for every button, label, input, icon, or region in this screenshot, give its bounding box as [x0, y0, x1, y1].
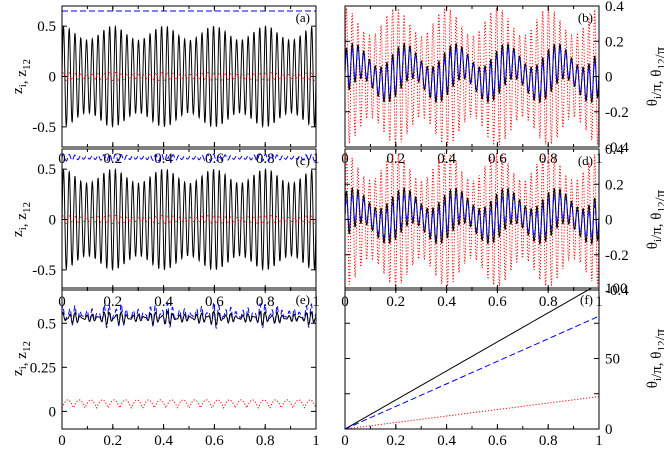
panel-f-series-black-solid [345, 288, 593, 429]
panel-a-xtick-label: 0.6 [205, 151, 224, 167]
panel-f-xtick-label: 0 [341, 433, 349, 449]
panel-a-label: (a) [296, 10, 310, 25]
panel-f-label: (f) [580, 292, 593, 307]
panel-a-xtick-label: 0.2 [103, 151, 122, 167]
panel-d-ytick-label: 0.4 [605, 142, 624, 158]
panel-f-plot-area [345, 288, 599, 429]
panel-b-xtick-label: 0.2 [386, 151, 405, 167]
panel-a: 0 0.2 0.4 0.6 0.8 1-0.500.5(a)zi, z12 [10, 5, 320, 167]
panel-d-ytick-label: -0.4 [605, 283, 629, 299]
panel-e-ylabel: zi, z12 [10, 341, 33, 376]
panel-b-ytick-label: 0.4 [605, 0, 624, 15]
panel-e-label: (e) [296, 292, 310, 307]
panel-d-plot-area [345, 151, 599, 288]
panel-f-xtick-label: 0.8 [539, 433, 558, 449]
panel-b-ylabel: θi/π, θ12/π [645, 46, 664, 106]
panel-f-series-blue-dashed [345, 315, 599, 429]
panel-d-ytick-label: 0 [605, 213, 613, 229]
panel-a-series-red-dotted [62, 71, 316, 82]
panel-e-ytick-label: 0 [49, 404, 57, 420]
panel-e-xtick-label: 0.2 [103, 433, 122, 449]
panel-d-ylabel: θi/π, θ12/π [645, 189, 664, 249]
panel-b-xtick-label: 0.8 [539, 151, 558, 167]
panel-c-label: (c) [296, 153, 310, 168]
panel-d-xtick-label: 0.4 [437, 294, 456, 310]
panel-e-plot-area [62, 301, 316, 410]
panel-e-xtick-label: 0.4 [154, 433, 173, 449]
panel-d-ytick-label: -0.2 [605, 248, 629, 264]
panel-c-xtick-label: 0.4 [154, 294, 173, 310]
panel-a-ytick-label: 0.5 [37, 19, 56, 35]
panel-e-xtick-label: 0.8 [256, 433, 275, 449]
panel-d-label: (d) [578, 153, 593, 168]
panel-d-ytick-label: 0.2 [605, 177, 624, 193]
panel-f-xtick-label: 1 [595, 433, 603, 449]
panel-b-plot-area [345, 6, 599, 147]
panel-e-xtick-label: 0 [58, 433, 66, 449]
panel-d-xtick-label: 0.2 [386, 294, 405, 310]
panel-f-ytick-label: 100 [605, 281, 628, 297]
panel-e-xtick-label: 0.6 [205, 433, 224, 449]
panel-b-series-red-dotted [345, 6, 599, 147]
panel-c-ytick-label: 0.5 [37, 162, 56, 178]
panel-c-ytick-label: -0.5 [32, 263, 56, 279]
panel-a-plot-area [62, 10, 316, 129]
panel-c-series-black-solid [62, 167, 316, 272]
panel-f-ytick-label: 0 [605, 422, 613, 438]
panel-b-label: (b) [578, 10, 593, 25]
panel-c-series-blue-dashed [62, 153, 316, 162]
panel-f-frame [344, 287, 600, 430]
panel-b-ytick-label: 0 [605, 70, 613, 86]
panel-e-xtick-label: 1 [312, 433, 320, 449]
panel-f-xtick-label: 0.2 [386, 433, 405, 449]
panel-b-ytick-label: -0.2 [605, 105, 629, 121]
panel-c-ytick-label: 0 [49, 213, 57, 229]
panel-f-series-red-dotted [345, 396, 599, 429]
panel-d-xtick-label: 0.8 [539, 294, 558, 310]
panel-c-xtick-label: 0.2 [103, 294, 122, 310]
panel-b-xtick-label: 0.4 [437, 151, 456, 167]
panel-a-series-black-solid [62, 24, 316, 129]
panel-d-series-blue-dashed [345, 193, 599, 239]
panel-b: 0 0.2 0.4 0.6 0.8 1-0.4-0.200.20.4(b)θi/π, θ1… [341, 0, 664, 167]
panel-e-ytick-label: 0.5 [37, 316, 56, 332]
panel-a-ytick-label: -0.5 [32, 120, 56, 136]
panel-f-xtick-label: 0.4 [437, 433, 456, 449]
panel-e-series-black-solid [62, 310, 316, 326]
panel-a-ylabel: zi, z12 [10, 59, 33, 94]
panel-b-ytick-label: -0.4 [605, 140, 629, 156]
panel-b-ytick-label: 0.2 [605, 34, 624, 50]
panel-c-ylabel: zi, z12 [10, 202, 33, 237]
panel-f-ylabel: θi/π, θ12/π [645, 328, 664, 388]
panel-d: 0 0.2 0.4 0.6 0.8 1-0.4-0.200.20.4(d)θi/π, θ1… [341, 142, 664, 310]
panel-b-series-blue-dashed [345, 46, 599, 100]
panel-f-ytick-label: 50 [605, 352, 620, 368]
panel-d-xtick-label: 0.6 [488, 294, 507, 310]
panel-c-plot-area [62, 153, 316, 272]
panel-c-series-red-dotted [62, 214, 316, 225]
panel-e-ytick-label: 0.25 [30, 360, 56, 376]
panel-a-xtick-label: 0.8 [256, 151, 275, 167]
panel-f-xtick-label: 0.6 [488, 433, 507, 449]
panel-e-series-red-dotted [62, 399, 316, 410]
panel-a-ytick-label: 0 [49, 70, 57, 86]
panel-c: 0 0.2 0.4 0.6 0.8 1-0.500.5(c)zi, z12 [10, 148, 320, 310]
